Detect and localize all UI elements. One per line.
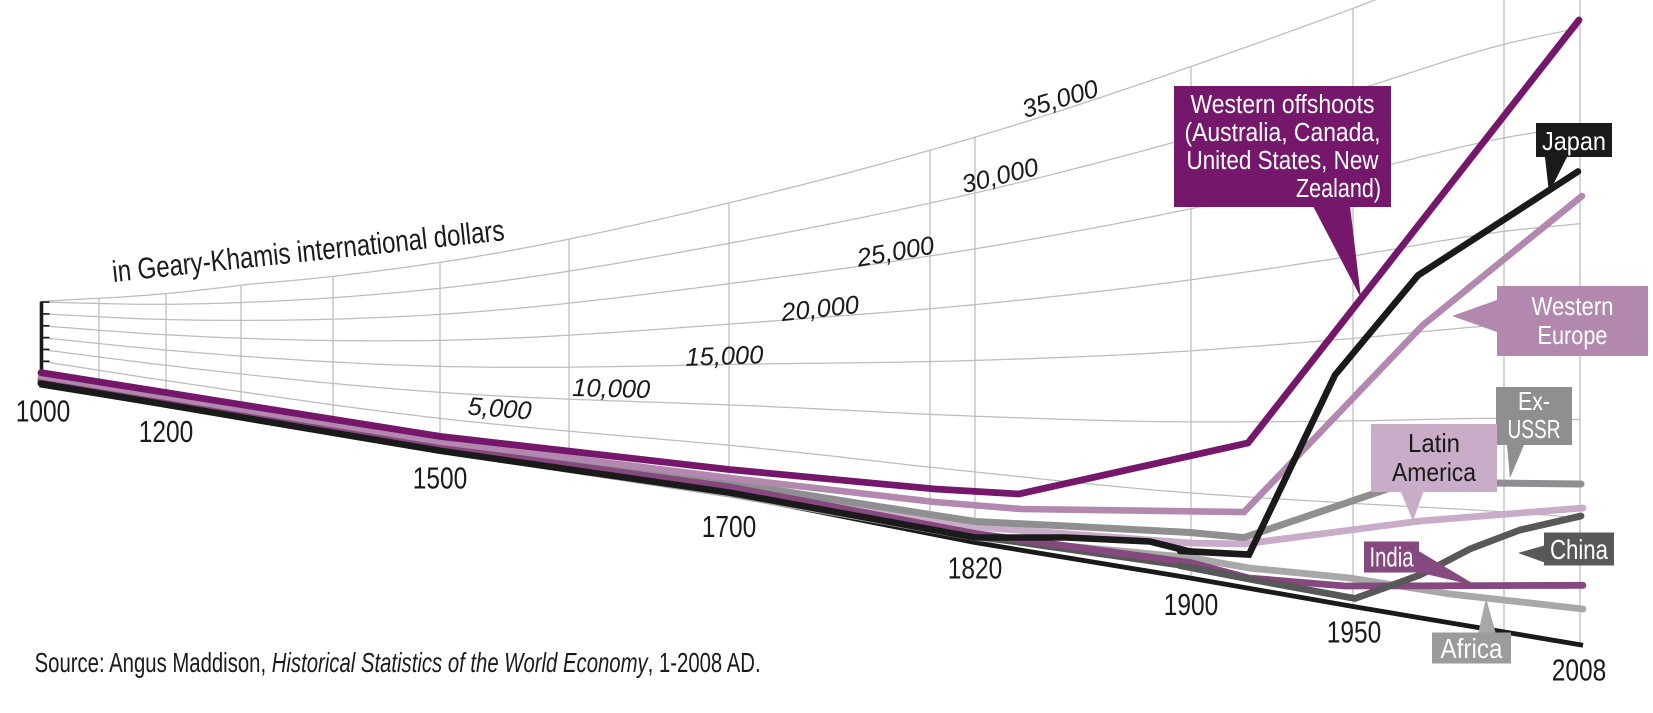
svg-text:Japan: Japan: [1542, 126, 1606, 156]
svg-text:Latin: Latin: [1408, 428, 1460, 458]
svg-text:15,000: 15,000: [685, 341, 764, 372]
svg-text:India: India: [1370, 542, 1414, 573]
svg-text:United States, New: United States, New: [1187, 147, 1380, 175]
svg-text:1900: 1900: [1164, 588, 1219, 622]
svg-text:China: China: [1550, 534, 1608, 565]
svg-text:Western: Western: [1532, 291, 1614, 321]
svg-text:1000: 1000: [16, 395, 71, 429]
svg-text:Zealand): Zealand): [1296, 175, 1381, 203]
svg-text:1700: 1700: [702, 510, 757, 544]
svg-text:Source: Angus Maddison, Histor: Source: Angus Maddison, Historical Stati…: [35, 647, 761, 678]
svg-text:1200: 1200: [139, 415, 194, 449]
svg-text:1820: 1820: [948, 552, 1003, 586]
svg-text:Africa: Africa: [1441, 633, 1503, 664]
svg-text:(Australia, Canada,: (Australia, Canada,: [1185, 119, 1381, 147]
svg-text:Western offshoots: Western offshoots: [1191, 91, 1375, 119]
svg-text:Ex-: Ex-: [1518, 386, 1550, 416]
svg-text:America: America: [1392, 457, 1476, 487]
svg-text:2008: 2008: [1552, 654, 1607, 688]
svg-text:USSR: USSR: [1508, 414, 1561, 444]
svg-text:1500: 1500: [413, 461, 468, 495]
svg-text:5,000: 5,000: [467, 393, 533, 426]
svg-text:1950: 1950: [1327, 616, 1382, 650]
svg-text:Europe: Europe: [1538, 320, 1608, 350]
svg-text:10,000: 10,000: [572, 374, 651, 404]
